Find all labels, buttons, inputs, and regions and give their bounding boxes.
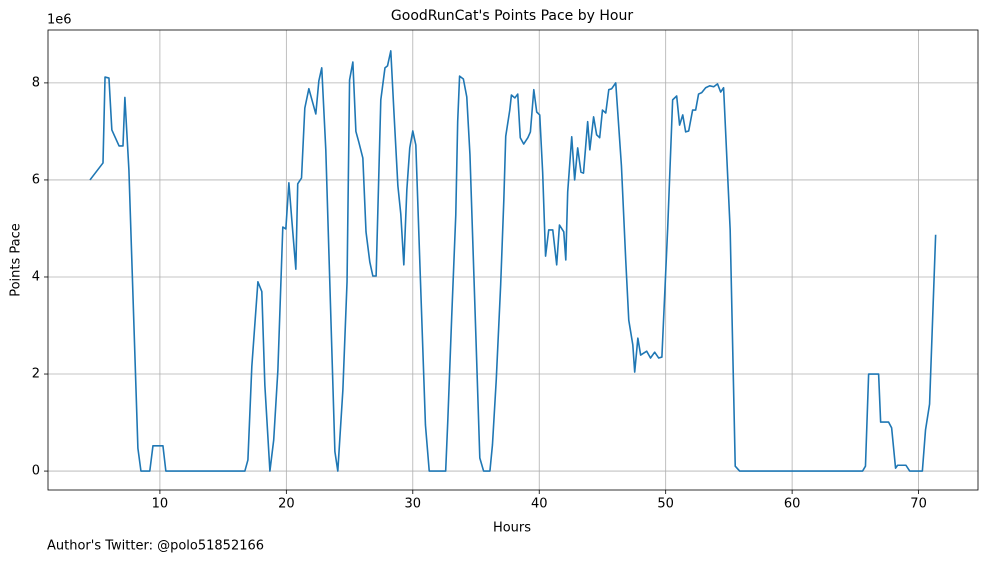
- y-axis-label: Points Pace: [9, 223, 24, 297]
- y-tick-label: 2: [32, 367, 40, 382]
- x-tick-label: 60: [784, 497, 801, 512]
- y-tick-label: 6: [32, 172, 40, 187]
- x-axis-label: Hours: [493, 521, 531, 536]
- data-line: [89, 50, 937, 472]
- x-tick-label: 30: [405, 497, 422, 512]
- x-tick-label: 40: [531, 497, 548, 512]
- footer: Author's Twitter: @polo51852166: [47, 539, 264, 554]
- x-tick-label: 50: [657, 497, 674, 512]
- y-tick-label: 4: [32, 269, 40, 284]
- y-tick-label: 0: [32, 464, 40, 479]
- y-offset-label: 1e6: [47, 13, 72, 28]
- y-tick-label: 8: [32, 75, 40, 90]
- x-tick-label: 20: [278, 497, 295, 512]
- x-tick-label: 70: [910, 497, 927, 512]
- chart-title: GoodRunCat's Points Pace by Hour: [391, 8, 633, 24]
- x-tick-label: 10: [152, 497, 169, 512]
- plot-frame: [47, 29, 979, 491]
